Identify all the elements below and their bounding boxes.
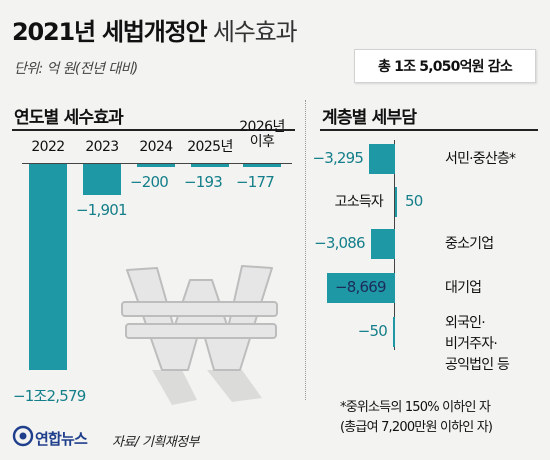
yearly-title-underline [12,129,295,131]
bar [395,187,397,217]
year-label: 2026년 이후 [239,120,285,150]
yearly-axis-line [22,163,292,164]
value-label: −3,086 [314,234,366,252]
category-label: 중소기업 [445,234,494,255]
category-label-line: 외국인· [445,314,486,331]
value-label: −1조2,579 [13,387,86,405]
yearly-chart-title: 연도별 세수효과 [14,108,124,128]
footnote: *중위소득의 150% 이하인 자 (총급여 7,200만원 이하인 자) [340,398,493,438]
category-label: 대기업 [445,278,482,299]
value-label: −50 [357,322,388,340]
value-label: −1,901 [76,201,128,220]
category-label-line: 공익법인 등 [445,356,510,373]
year-label-line: 이후 [249,134,275,150]
source-label: 자료/ 기획재정부 [112,435,199,450]
value-label: −193 [184,173,223,192]
bar [327,273,395,303]
year-label-line: 2022 [31,139,65,155]
won-sign-icon [121,265,278,405]
year-label-line: 2024 [139,139,173,155]
year-label-line: 2025년 [187,139,233,155]
category-label-line: 비거주자· [445,335,498,352]
year-label-line: 2026년 [239,119,285,135]
year-label-line: 2023 [85,139,119,155]
year-label: 2022 [25,140,71,155]
value-label: 50 [405,192,423,210]
bar [137,164,175,168]
page-title: 2021년 세법개정안 세수효과 [12,12,298,47]
year-label: 2025년 [187,140,233,155]
year-label: 2023 [79,140,125,155]
bar [29,164,67,370]
unit-label: 단위: 억 원(전년 대비) [14,61,138,77]
bar [191,164,229,168]
value-label: −200 [130,173,169,192]
category-label-line: 대기업 [445,279,482,296]
category-label: 서민·중산층* [445,149,516,170]
total-badge: 총 1조 5,050억원 감소 [354,49,536,83]
category-label-line: 중소기업 [445,235,494,252]
bar [243,164,281,167]
footnote-line-1: *중위소득의 150% 이하인 자 [340,400,491,415]
value-label: −3,295 [312,149,364,167]
footnote-line-2: (총급여 7,200만원 이하인 자) [340,420,493,435]
group-chart-title: 계층별 세부담 [322,108,417,128]
category-label: 외국인· 비거주자· 공익법인 등 [445,313,510,376]
category-label-line: 서민·중산층* [445,150,516,167]
yonhap-logo-icon [12,425,34,447]
title-main: 2021년 세법개정안 [12,18,208,46]
year-label: 2024 [133,140,179,155]
bar [370,229,395,259]
logo: 연합뉴스 [35,430,88,448]
value-label: −177 [236,172,275,191]
value-label: −8,669 [335,278,387,296]
bar [83,164,121,196]
bar [369,144,395,174]
category-label-line: 고소득자 [334,193,384,210]
category-label: 고소득자 [334,192,384,213]
section-divider [305,100,306,400]
title-sub: 세수효과 [212,18,298,46]
bar [393,317,395,347]
group-title-underline [320,129,538,131]
